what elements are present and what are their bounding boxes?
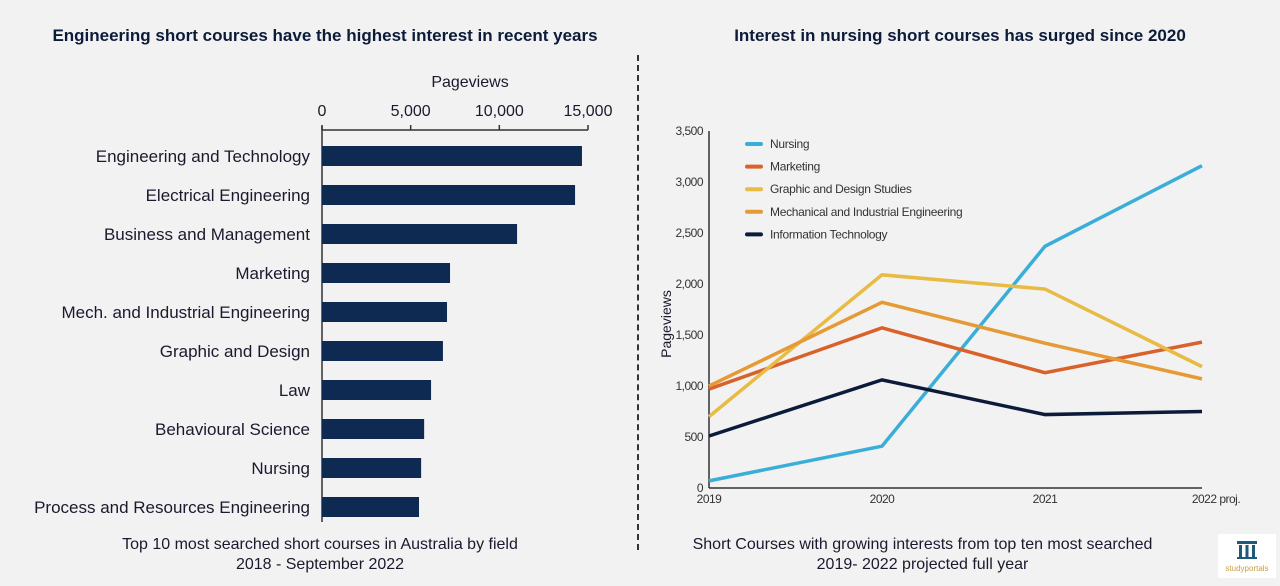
bar (322, 185, 576, 205)
bar (322, 341, 443, 361)
legend-label: Graphic and Design Studies (770, 182, 912, 196)
bar-category-label: Electrical Engineering (146, 186, 310, 205)
line-y-tick-label: 500 (684, 430, 703, 444)
bar-x-tick-label: 15,000 (564, 103, 613, 120)
left-caption: Top 10 most searched short courses in Au… (20, 535, 620, 575)
building-icon (1237, 541, 1257, 559)
line-x-tick-label: 2019 (697, 492, 723, 506)
bar (322, 224, 518, 244)
line-y-tick-label: 0 (697, 481, 704, 495)
line-x-tick-label: 2021 (1033, 492, 1059, 506)
line-x-tick-label: 2020 (870, 492, 896, 506)
right-chart-title: Interest in nursing short courses has su… (734, 26, 1186, 45)
bar (322, 458, 422, 478)
left-chart-title: Engineering short courses have the highe… (52, 26, 598, 45)
bar-x-tick-label: 5,000 (391, 103, 431, 120)
bar-category-label: Behavioural Science (155, 420, 310, 439)
line-y-tick-label: 3,000 (675, 175, 703, 189)
legend-label: Marketing (770, 160, 820, 174)
line-y-tick-label: 3,500 (675, 124, 703, 138)
line-series-marketing (708, 326, 1203, 391)
bar-category-label: Nursing (251, 459, 310, 478)
bar (322, 380, 432, 400)
right-caption: Short Courses with growing interests fro… (640, 535, 1205, 575)
bar-category-label: Business and Management (104, 225, 310, 244)
line-series-information-technology (708, 378, 1203, 438)
bar (322, 146, 582, 166)
logo-text: studyportals (1225, 564, 1269, 573)
left-caption-line1: Top 10 most searched short courses in Au… (122, 536, 518, 553)
bar-x-axis-label: Pageviews (431, 74, 508, 91)
bar (322, 497, 420, 517)
line-y-tick-label: 1,500 (675, 328, 703, 342)
line-y-tick-label: 1,000 (675, 379, 703, 393)
line-y-tick-label: 2,000 (675, 277, 703, 291)
bar (322, 419, 425, 439)
right-caption-line1: Short Courses with growing interests fro… (692, 536, 1153, 553)
divider (637, 55, 639, 550)
bar-category-label: Marketing (235, 264, 310, 283)
bar (322, 263, 451, 283)
right-caption-line2: 2019- 2022 projected full year (816, 556, 1029, 573)
bar-category-label: Process and Resources Engineering (34, 498, 310, 517)
legend-label: Mechanical and Industrial Engineering (770, 205, 962, 219)
bar-category-label: Engineering and Technology (96, 147, 311, 166)
legend-label: Nursing (770, 137, 809, 151)
bar-category-label: Law (279, 381, 311, 400)
line-series-mechanical-and-industrial-engineering (708, 300, 1203, 388)
studyportals-logo: studyportals (1218, 534, 1276, 578)
line-y-tick-label: 2,500 (675, 226, 703, 240)
line-series-nursing (708, 164, 1203, 483)
line-x-tick-label: 2022 proj. (1192, 492, 1241, 506)
bar-category-label: Mech. and Industrial Engineering (61, 303, 310, 322)
bar-x-tick-label: 0 (318, 103, 327, 120)
bar (322, 302, 448, 322)
legend-label: Information Technology (770, 227, 888, 241)
bar-category-label: Graphic and Design (160, 342, 310, 361)
left-caption-line2: 2018 - September 2022 (235, 556, 405, 573)
bar-x-tick-label: 10,000 (475, 103, 524, 120)
line-y-axis-label: Pageviews (658, 290, 674, 358)
